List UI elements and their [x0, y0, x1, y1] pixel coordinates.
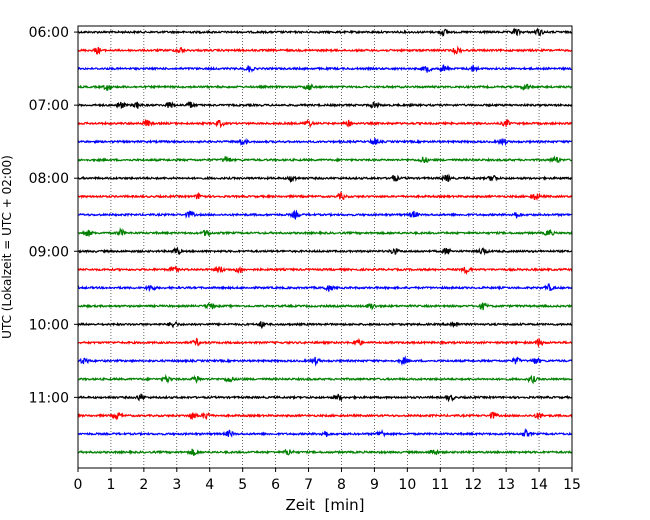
x-tick-label: 13: [497, 477, 515, 493]
x-axis-label: Zeit [min]: [285, 496, 364, 514]
y-tick-label: 11:00: [29, 390, 69, 406]
x-tick-label: 10: [398, 477, 416, 493]
trace-line: [77, 427, 573, 438]
x-tick-label: 14: [530, 477, 548, 493]
x-tick-label: 3: [172, 477, 181, 493]
trace-line: [77, 283, 573, 293]
trace-line: [77, 100, 573, 110]
x-tick-label: 7: [304, 477, 313, 493]
y-tick-label: 06:00: [29, 25, 69, 41]
trace-line: [77, 355, 573, 367]
y-axis-ticks: 06:00 07:00 08:00 09:00 10:00 11:00: [29, 25, 78, 406]
y-tick-label: 07:00: [29, 98, 69, 114]
trace-line: [77, 209, 573, 221]
x-tick-label: 11: [431, 477, 449, 493]
y-tick-label: 08:00: [29, 171, 69, 187]
trace-line: [77, 83, 573, 92]
trace-line: [77, 265, 573, 276]
trace-line: [77, 118, 573, 129]
trace-line: [77, 302, 573, 311]
x-tick-label: 15: [563, 477, 581, 493]
trace-line: [77, 64, 573, 73]
trace-line: [77, 173, 573, 184]
x-tick-label: 5: [238, 477, 247, 493]
trace-line: [77, 226, 573, 237]
trace-line: [77, 27, 573, 37]
trace-line: [77, 393, 573, 403]
trace-line: [77, 191, 573, 202]
x-tick-label: 8: [337, 477, 346, 493]
y-tick-label: 09:00: [29, 244, 69, 260]
y-axis-label: UTC (Lokalzeit = UTC + 02:00): [0, 155, 14, 339]
y-tick-label: 10:00: [29, 317, 69, 333]
x-tick-label: 4: [205, 477, 214, 493]
plot-frame: [77, 25, 573, 469]
x-tick-label: 9: [370, 477, 379, 493]
trace-line: [77, 411, 573, 421]
x-axis-ticks: 0 1 2 3 4 5 6 7 8 9 10 11 12 13 14 15: [74, 468, 581, 493]
grid-lines: [110, 26, 540, 468]
trace-line: [77, 337, 573, 349]
trace-line: [77, 373, 573, 385]
trace-lines: [77, 27, 573, 456]
x-tick-label: 1: [106, 477, 115, 493]
trace-line: [77, 137, 573, 147]
trace-line: [77, 321, 573, 330]
x-tick-label: 6: [271, 477, 280, 493]
trace-line: [77, 155, 573, 164]
x-tick-label: 2: [139, 477, 148, 493]
trace-line: [77, 246, 573, 256]
x-tick-label: 0: [74, 477, 83, 493]
x-tick-label: 12: [464, 477, 482, 493]
trace-line: [77, 448, 573, 456]
trace-line: [77, 45, 573, 56]
